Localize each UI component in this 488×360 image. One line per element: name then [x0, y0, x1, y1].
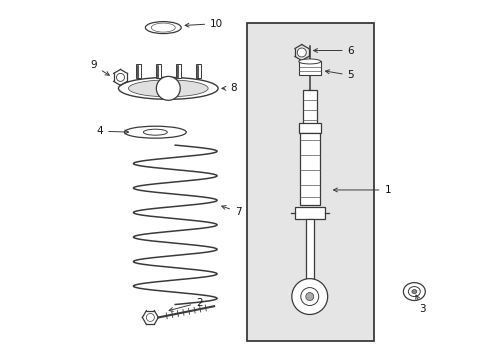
Text: 2: 2 — [169, 297, 203, 311]
Text: 9: 9 — [90, 60, 109, 75]
Bar — [175, 64, 181, 78]
Bar — [298, 62, 320, 75]
Ellipse shape — [151, 23, 175, 32]
Ellipse shape — [407, 287, 420, 297]
Text: 6: 6 — [313, 45, 353, 55]
Text: 4: 4 — [96, 126, 128, 136]
Circle shape — [156, 76, 180, 100]
Bar — [136, 64, 141, 78]
Ellipse shape — [411, 289, 416, 293]
Text: 3: 3 — [415, 295, 425, 315]
Ellipse shape — [403, 283, 425, 301]
Circle shape — [300, 288, 318, 306]
Ellipse shape — [145, 22, 181, 33]
Ellipse shape — [156, 24, 170, 31]
Bar — [298, 123, 320, 133]
Bar — [156, 64, 161, 78]
Ellipse shape — [128, 80, 208, 97]
Text: 8: 8 — [222, 84, 236, 93]
Bar — [246, 23, 374, 341]
Ellipse shape — [118, 77, 218, 99]
Bar — [305, 219, 313, 279]
Circle shape — [305, 293, 313, 301]
Ellipse shape — [124, 126, 186, 138]
Bar — [294, 207, 324, 219]
Text: 1: 1 — [333, 185, 390, 195]
Text: 10: 10 — [185, 19, 223, 28]
Text: 7: 7 — [221, 206, 241, 217]
Circle shape — [116, 73, 124, 81]
Circle shape — [291, 279, 327, 315]
Circle shape — [146, 314, 154, 321]
Circle shape — [297, 48, 305, 57]
Text: 5: 5 — [325, 70, 353, 80]
Bar — [299, 133, 319, 205]
Ellipse shape — [298, 59, 320, 64]
Bar — [302, 90, 316, 125]
Ellipse shape — [143, 129, 167, 135]
Bar — [195, 64, 200, 78]
